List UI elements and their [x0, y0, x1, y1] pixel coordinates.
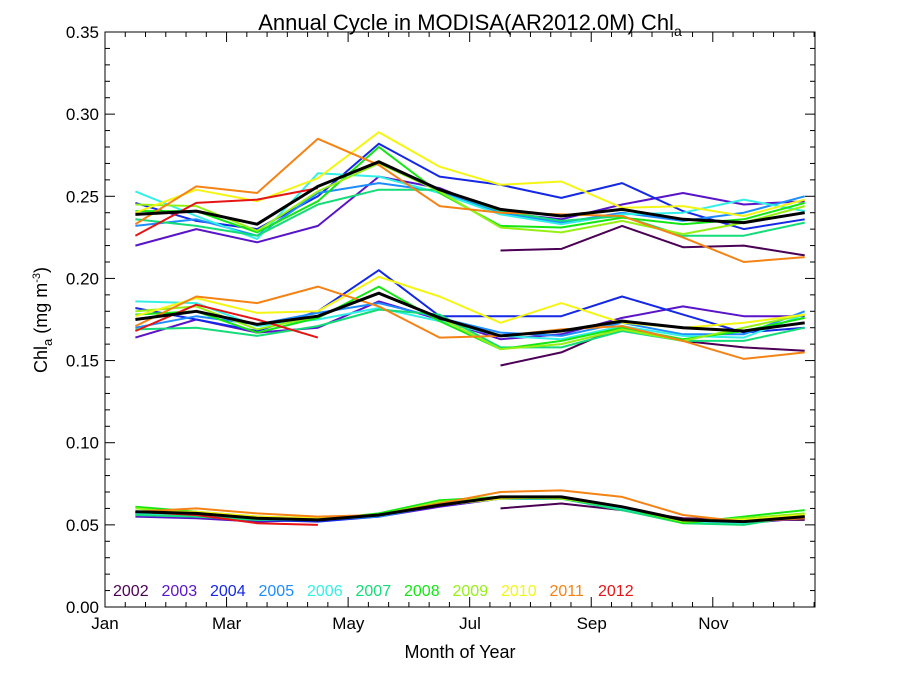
x-tick-label: May — [332, 614, 365, 633]
y-tick-label: 0.20 — [66, 269, 99, 288]
x-tick-label: Jan — [91, 614, 118, 633]
series-line-2011-lower — [135, 489, 805, 523]
legend-item-2006: 2006 — [307, 583, 343, 600]
series-line-2012-middle — [135, 303, 319, 339]
plot-area: 0.00 0.05 0.10 0.15 0.20 0.25 0.30 0.35 Jan Mar Ma… — [66, 23, 816, 633]
y-axis-label-unit-close: ) — [31, 267, 51, 273]
series-line-2009-middle — [135, 292, 805, 351]
y-axis-label-unit: (mg m — [31, 283, 51, 339]
series-line-mean-lower — [135, 495, 805, 524]
series-line-2002-upper — [500, 224, 805, 257]
y-axis-label-superscript: -3 — [31, 273, 43, 283]
y-tick-label: 0.05 — [66, 516, 99, 535]
series-line-2004-upper — [135, 142, 805, 231]
series-line-2006-upper — [135, 172, 805, 240]
y-tick-label: 0.35 — [66, 23, 99, 42]
legend-item-2011: 2011 — [550, 583, 585, 600]
legend-item-2010: 2010 — [501, 583, 537, 600]
y-axis-label: Chla (mg m-3) — [31, 267, 55, 373]
legend-item-2012: 2012 — [598, 583, 634, 600]
legend-item-2009: 2009 — [453, 583, 489, 600]
legend-item-2005: 2005 — [259, 583, 295, 600]
legend-item-2003: 2003 — [162, 583, 198, 600]
y-tick-label: 0.10 — [66, 434, 99, 453]
y-tick-label: 0.30 — [66, 105, 99, 124]
series-line-2012-upper — [134, 187, 319, 237]
series-line-2011-upper — [134, 137, 805, 263]
x-tick-label: Jul — [459, 614, 481, 633]
series-line-mean-upper — [135, 160, 805, 226]
y-tick-label: 0.15 — [66, 352, 99, 371]
series-line-mean-middle — [135, 291, 805, 338]
chart-title-text: Annual Cycle in MODISA(AR2012.0M) Chl — [258, 10, 674, 35]
x-axis-label: Month of Year — [404, 642, 515, 662]
series-line-2011-middle — [134, 285, 805, 360]
legend-item-2002: 2002 — [113, 583, 149, 600]
legend-item-2004: 2004 — [210, 583, 246, 600]
x-tick-label: Nov — [698, 614, 729, 633]
y-axis-label-main: Chl — [31, 346, 51, 373]
y-tick-label: 0.25 — [66, 187, 99, 206]
y-axis-label-subscript: a — [40, 338, 55, 346]
chart-title-subscript: a — [674, 23, 682, 39]
y-tick-label: 0.00 — [66, 598, 99, 617]
legend: 2002 2003 2004 2005 2006 2007 2008 2009 2010 2011… — [113, 583, 634, 600]
x-tick-label: Sep — [577, 614, 607, 633]
legend-item-2007: 2007 — [356, 583, 392, 600]
series-line-2007-middle — [135, 308, 805, 349]
legend-item-2008: 2008 — [404, 583, 440, 600]
chart-title: Annual Cycle in MODISA(AR2012.0M) Chla — [258, 10, 682, 39]
x-tick-label: Mar — [212, 614, 242, 633]
plot-frame — [104, 31, 816, 608]
